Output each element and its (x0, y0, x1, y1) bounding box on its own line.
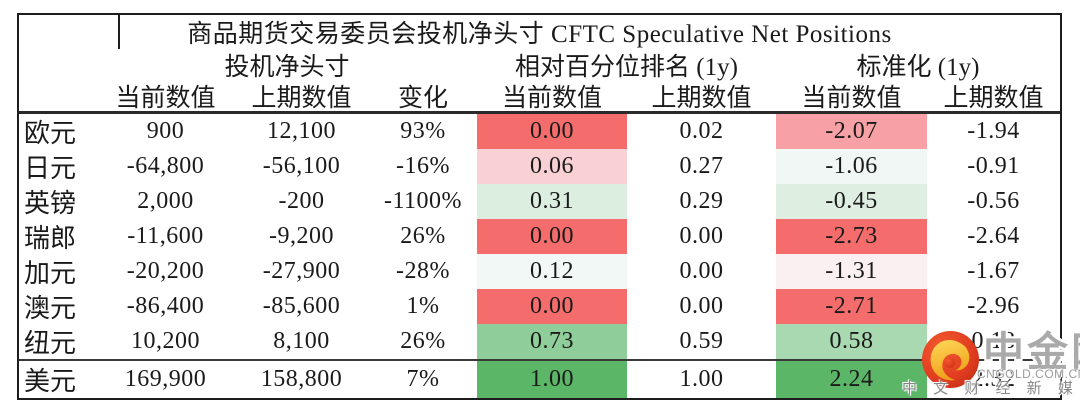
group-header-net-positions: 投机净头寸 (224, 54, 350, 81)
table-row-欧元: 欧元 900 12,100 93% 0.00 0.02 -2.07 -1.94 (19, 114, 1060, 149)
row-label: 美元 (24, 367, 77, 396)
row-label: 加元 (24, 259, 77, 288)
col-header-std-current: 当前数值 (801, 85, 902, 111)
cell-std-previous: -2.96 (967, 293, 1020, 319)
group-header-standardized: 标准化 (1y) (856, 54, 980, 81)
cell-net-current: -20,200 (126, 258, 205, 284)
col-header-pct-previous: 上期数值 (651, 85, 752, 111)
cell-change: 93% (400, 118, 446, 144)
cell-net-current: 169,900 (124, 366, 207, 392)
table-row-日元: 日元 -64,800 -56,100 -16% 0.06 0.27 -1.06 -0.91 (19, 149, 1060, 184)
cell-pct-current: 0.00 (477, 114, 627, 149)
cell-net-current: -86,400 (126, 293, 205, 319)
cell-change: 1% (406, 293, 440, 319)
cell-pct-previous: 0.00 (679, 293, 724, 319)
cell-std-previous: -0.56 (967, 188, 1020, 214)
cell-pct-previous: 0.02 (679, 118, 724, 144)
table-row-瑞郎: 瑞郎 -11,600 -9,200 26% 0.00 0.00 -2.73 -2.64 (19, 219, 1060, 254)
table-body: 欧元 900 12,100 93% 0.00 0.02 -2.07 -1.94 日元 -64,80… (19, 114, 1060, 398)
cell-net-current: 900 (146, 118, 185, 144)
title-cell-divider (118, 15, 120, 49)
row-label: 澳元 (24, 294, 77, 323)
cell-net-previous: -200 (278, 188, 325, 214)
table-row-纽元: 纽元 10,200 8,100 26% 0.73 0.59 0.58 0.18 (19, 324, 1060, 359)
cell-std-previous: -1.94 (967, 118, 1020, 144)
col-header-net-previous: 上期数值 (251, 85, 352, 111)
table-row-澳元: 澳元 -86,400 -85,600 1% 0.00 0.00 -2.71 -2.96 (19, 289, 1060, 324)
cell-pct-previous: 0.29 (679, 188, 724, 214)
cell-net-current: 2,000 (137, 188, 194, 214)
col-header-pct-current: 当前数值 (501, 85, 602, 111)
cell-net-previous: -9,200 (269, 223, 334, 249)
sub-header-row: 当前数值 上期数值 变化 当前数值 上期数值 当前数值 上期数值 (19, 81, 1060, 114)
cell-std-current: 2.24 (776, 361, 927, 398)
table-row-美元: 美元 169,900 158,800 7% 1.00 1.00 2.24 2.32 (19, 359, 1060, 398)
row-label: 瑞郎 (24, 224, 77, 253)
cell-std-previous: 0.18 (971, 328, 1016, 354)
cell-net-previous: -85,600 (262, 293, 341, 319)
cell-std-current: -2.07 (776, 114, 927, 149)
col-header-net-current: 当前数值 (115, 85, 216, 111)
cell-pct-current: 0.06 (477, 149, 627, 184)
table-title: 商品期货交易委员会投机净头寸 CFTC Speculative Net Posi… (187, 21, 892, 48)
cell-std-current: -1.31 (776, 254, 927, 289)
cell-std-current: -2.71 (776, 289, 927, 324)
cell-pct-previous: 0.59 (679, 328, 724, 354)
cell-net-previous: 158,800 (260, 366, 343, 392)
cell-std-previous: -1.67 (967, 258, 1020, 284)
cell-pct-previous: 1.00 (679, 366, 724, 392)
cell-change: 7% (406, 366, 440, 392)
cell-std-previous: 2.32 (971, 366, 1016, 392)
cell-pct-current: 0.73 (477, 324, 627, 359)
cell-net-current: -64,800 (126, 153, 205, 179)
group-header-row: 投机净头寸 相对百分位排名 (1y) 标准化 (1y) (19, 49, 1060, 81)
cftc-positions-table: 商品期货交易委员会投机净头寸 CFTC Speculative Net Posi… (17, 13, 1062, 400)
cell-change: -1100% (383, 188, 463, 214)
cell-change: 26% (400, 328, 446, 354)
cell-pct-current: 0.12 (477, 254, 627, 289)
corner-cell (19, 81, 97, 111)
cell-std-current: -2.73 (776, 219, 927, 254)
cell-change: -28% (396, 258, 450, 284)
cell-change: 26% (400, 223, 446, 249)
row-label: 英镑 (24, 189, 77, 218)
cell-net-current: 10,200 (131, 328, 200, 354)
cell-pct-current: 0.00 (477, 219, 627, 254)
cell-pct-previous: 0.00 (679, 223, 724, 249)
cell-net-previous: 12,100 (267, 118, 336, 144)
cell-net-previous: -56,100 (262, 153, 341, 179)
cell-pct-current: 0.31 (477, 184, 627, 219)
row-label: 纽元 (24, 329, 77, 358)
cell-net-current: -11,600 (127, 223, 204, 249)
cell-std-current: -1.06 (776, 149, 927, 184)
cell-pct-current: 1.00 (477, 361, 627, 398)
row-label: 日元 (24, 154, 77, 183)
table-title-row: 商品期货交易委员会投机净头寸 CFTC Speculative Net Posi… (19, 15, 1060, 49)
cell-std-current: -0.45 (776, 184, 927, 219)
cell-net-previous: 8,100 (273, 328, 330, 354)
row-label: 欧元 (24, 119, 77, 148)
group-header-percentile-rank: 相对百分位排名 (1y) (515, 54, 738, 81)
cell-pct-previous: 0.27 (679, 153, 724, 179)
cell-net-previous: -27,900 (262, 258, 341, 284)
cell-std-current: 0.58 (776, 324, 927, 359)
cell-pct-previous: 0.00 (679, 258, 724, 284)
table-row-加元: 加元 -20,200 -27,900 -28% 0.12 0.00 -1.31 -1.67 (19, 254, 1060, 289)
corner-cell (19, 49, 97, 81)
col-header-std-previous: 上期数值 (943, 85, 1044, 111)
cell-std-previous: -0.91 (967, 153, 1020, 179)
col-header-change: 变化 (397, 85, 448, 111)
cell-change: -16% (396, 153, 450, 179)
table-row-英镑: 英镑 2,000 -200 -1100% 0.31 0.29 -0.45 -0.56 (19, 184, 1060, 219)
cell-std-previous: -2.64 (967, 223, 1020, 249)
cell-pct-current: 0.00 (477, 289, 627, 324)
